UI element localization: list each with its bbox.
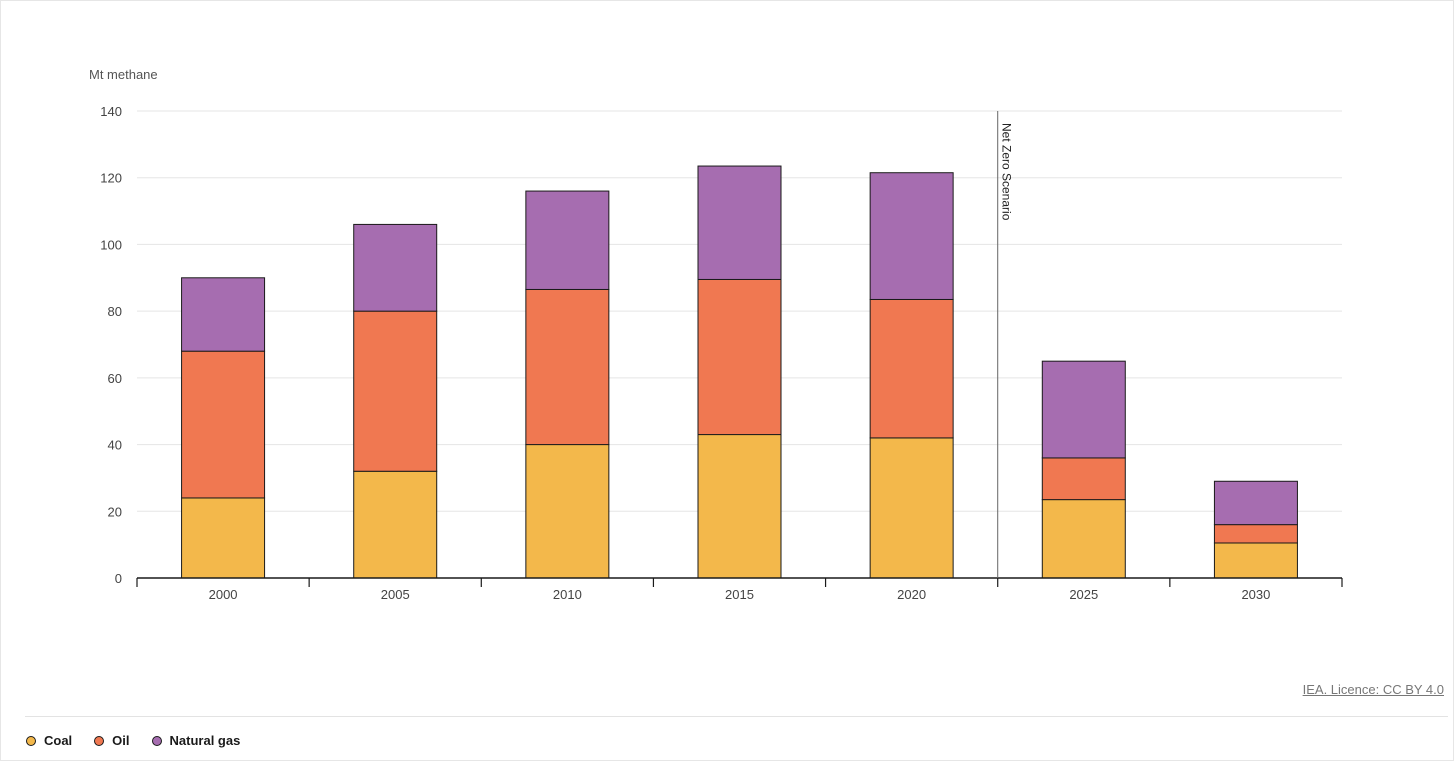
y-tick-label-80: 80 bbox=[108, 304, 122, 319]
legend-label-oil: Oil bbox=[112, 733, 130, 748]
x-tick-label-2015: 2015 bbox=[725, 587, 754, 602]
legend-item-coal[interactable]: Coal bbox=[26, 733, 72, 748]
scenario-annotation: Net Zero Scenario bbox=[997, 111, 1014, 578]
legend-swatch-natural-gas bbox=[151, 735, 162, 746]
y-tick-label-40: 40 bbox=[108, 438, 122, 453]
bar-oil-2020[interactable] bbox=[869, 298, 954, 439]
source-licence-link[interactable]: IEA. Licence: CC BY 4.0 bbox=[1302, 682, 1444, 697]
legend-item-oil[interactable]: Oil bbox=[94, 733, 130, 748]
x-tick-label-2005: 2005 bbox=[381, 587, 410, 602]
legend-label-natural-gas: Natural gas bbox=[169, 733, 241, 748]
bar-natural-gas-2030[interactable] bbox=[1213, 480, 1298, 526]
bar-oil-2005[interactable] bbox=[353, 310, 438, 472]
bar-coal-2015[interactable] bbox=[697, 434, 782, 579]
y-tick-label-140: 140 bbox=[100, 104, 122, 119]
bar-oil-2015[interactable] bbox=[697, 278, 782, 436]
bar-coal-2000[interactable] bbox=[181, 497, 266, 579]
x-tick-label-2025: 2025 bbox=[1069, 587, 1098, 602]
bar-coal-2005[interactable] bbox=[353, 470, 438, 579]
x-axis-ticks: 2000 2005 2010 2015 2020 2025 2030 bbox=[209, 587, 1271, 602]
bar-oil-2030[interactable] bbox=[1213, 524, 1298, 544]
legend-swatch-coal bbox=[26, 735, 36, 746]
bar-natural-gas-2015[interactable] bbox=[697, 165, 782, 280]
x-tick-label-2010: 2010 bbox=[553, 587, 582, 602]
y-tick-label-100: 100 bbox=[100, 237, 122, 252]
bar-coal-2020[interactable] bbox=[869, 437, 954, 579]
y-axis-unit-label: Mt methane bbox=[89, 67, 158, 82]
legend-swatch-oil bbox=[94, 735, 105, 746]
y-tick-label-120: 120 bbox=[100, 171, 122, 186]
net-zero-scenario-label: Net Zero Scenario bbox=[1000, 123, 1014, 221]
legend: Coal Oil Natural gas bbox=[26, 733, 262, 748]
bars bbox=[181, 165, 1298, 579]
y-tick-label-60: 60 bbox=[108, 371, 122, 386]
bar-coal-2030[interactable] bbox=[1213, 542, 1298, 579]
bar-oil-2000[interactable] bbox=[181, 350, 266, 499]
bar-natural-gas-2000[interactable] bbox=[181, 277, 266, 352]
x-tick-label-2020: 2020 bbox=[897, 587, 926, 602]
bar-natural-gas-2025[interactable] bbox=[1041, 360, 1126, 459]
x-axis bbox=[136, 577, 1343, 587]
y-axis-ticks: 0 20 40 60 80 100 120 140 bbox=[100, 104, 122, 586]
bar-natural-gas-2005[interactable] bbox=[353, 223, 438, 312]
bar-oil-2025[interactable] bbox=[1041, 457, 1126, 501]
bar-natural-gas-2010[interactable] bbox=[525, 190, 610, 290]
legend-divider bbox=[25, 716, 1448, 717]
bar-oil-2010[interactable] bbox=[525, 288, 610, 446]
bar-natural-gas-2020[interactable] bbox=[869, 172, 954, 300]
legend-label-coal: Coal bbox=[44, 733, 73, 748]
y-tick-label-0: 0 bbox=[115, 571, 122, 586]
y-tick-label-20: 20 bbox=[108, 504, 122, 519]
bar-coal-2025[interactable] bbox=[1041, 499, 1126, 579]
x-tick-label-2030: 2030 bbox=[1241, 587, 1270, 602]
legend-item-natural-gas[interactable]: Natural gas bbox=[151, 733, 241, 748]
x-tick-label-2000: 2000 bbox=[209, 587, 238, 602]
bar-coal-2010[interactable] bbox=[525, 444, 610, 579]
